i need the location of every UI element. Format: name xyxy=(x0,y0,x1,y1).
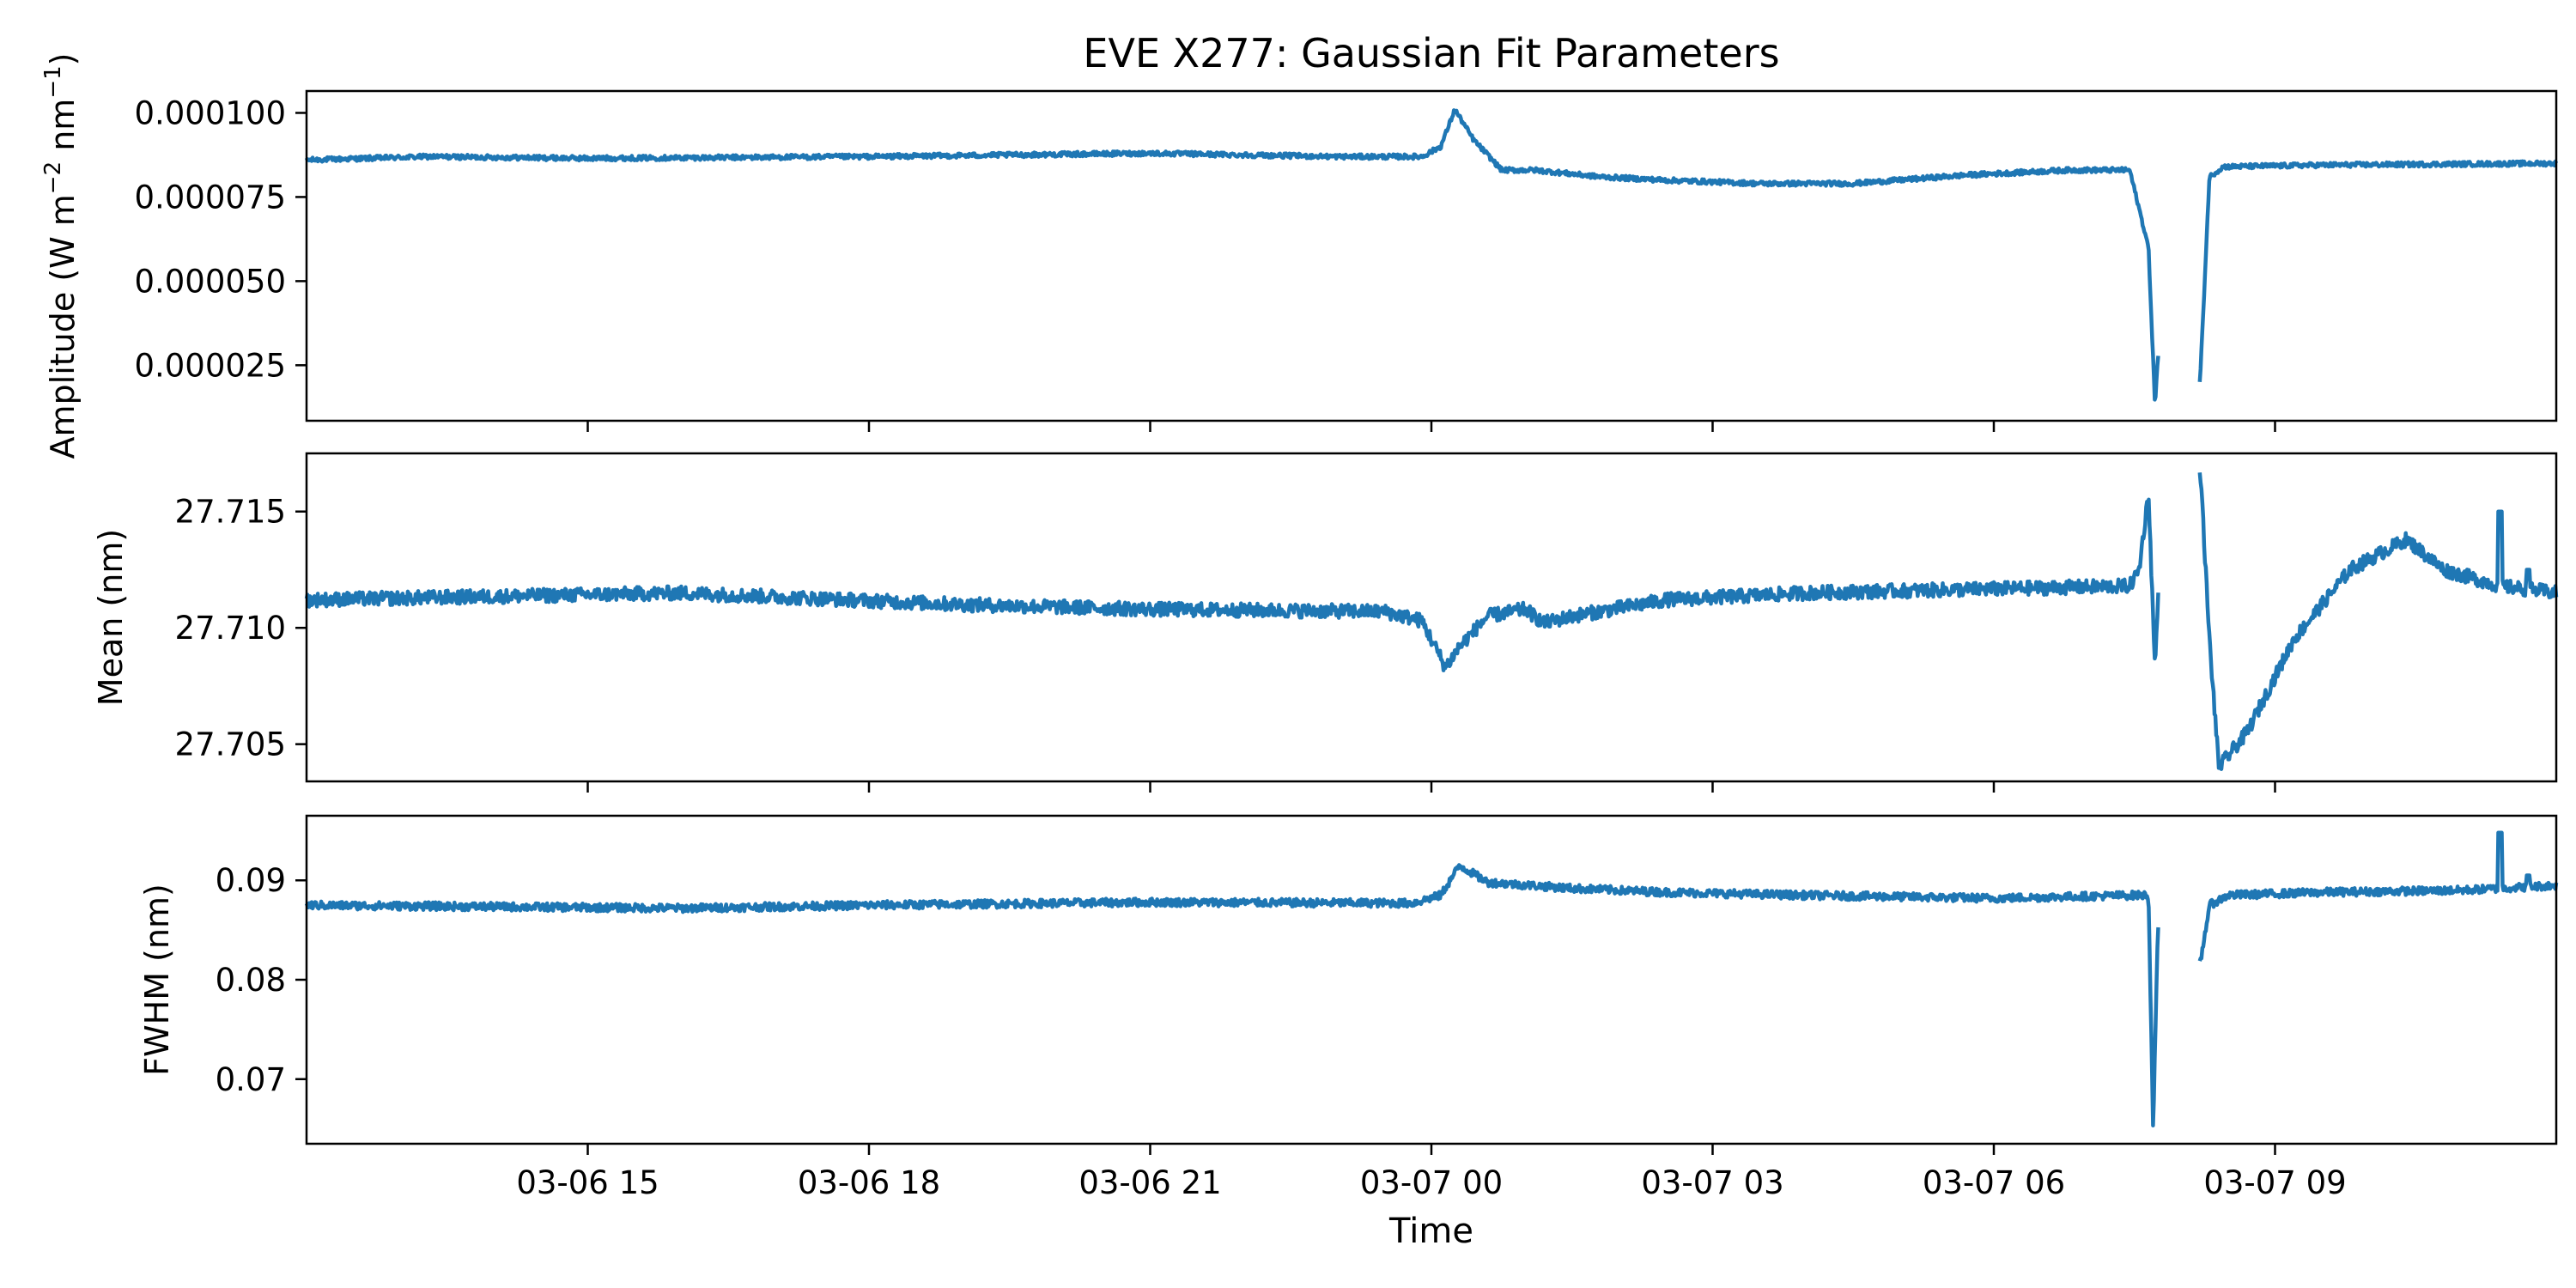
fwhm-series-line xyxy=(304,830,2559,1127)
fwhm-ylabel: FWHM (nm) xyxy=(138,884,176,1076)
amplitude-xticks xyxy=(586,421,2276,432)
amplitude-ytick-label: 0.000075 xyxy=(134,179,286,216)
amplitude-axes-frame xyxy=(305,89,2558,422)
amplitude-ytick-label: 0.000025 xyxy=(134,347,286,384)
panel-amplitude: 0.000025 0.000050 0.000075 0.000100 Amplitu… xyxy=(40,53,2559,459)
mean-yticks: 27.705 27.710 27.715 xyxy=(175,494,307,763)
mean-series-line xyxy=(304,472,2559,771)
xtick-label: 03-06 15 xyxy=(516,1164,659,1201)
amplitude-yticks: 0.000025 0.000050 0.000075 0.000100 xyxy=(134,94,307,384)
fwhm-ytick-label: 0.07 xyxy=(216,1061,286,1098)
amplitude-ytick-label: 0.000050 xyxy=(134,263,286,300)
xtick-label: 03-06 18 xyxy=(798,1164,940,1201)
x-axis-label: Time xyxy=(1388,1212,1473,1251)
mean-ylabel: Mean (nm) xyxy=(92,529,130,706)
panel-mean: 27.705 27.710 27.715 Mean (nm) xyxy=(92,452,2559,793)
xtick-label: 03-07 03 xyxy=(1641,1164,1783,1201)
amplitude-ytick-label: 0.000100 xyxy=(134,94,286,131)
xtick-label: 03-07 00 xyxy=(1360,1164,1503,1201)
fwhm-axes-frame xyxy=(305,814,2558,1145)
mean-ytick-label: 27.715 xyxy=(175,494,286,531)
fwhm-ytick-label: 0.09 xyxy=(216,862,286,899)
mean-axes-frame xyxy=(305,452,2558,783)
fwhm-yticks: 0.07 0.08 0.09 xyxy=(216,862,307,1098)
chart-title: EVE X277: Gaussian Fit Parameters xyxy=(1083,30,1779,76)
mean-ytick-label: 27.710 xyxy=(175,610,286,647)
mean-xticks xyxy=(586,781,2276,793)
panel-fwhm: 0.070.080.09 03-06 15 03-06 18 03-06 21 03-… xyxy=(138,814,2559,1201)
amplitude-ylabel: Amplitude (W m−2 nm−1) xyxy=(40,53,82,459)
mean-ytick-label: 27.705 xyxy=(175,726,286,763)
xtick-label: 03-07 06 xyxy=(1923,1164,2065,1201)
xtick-label: 03-06 21 xyxy=(1078,1164,1221,1201)
xtick-label: 03-07 09 xyxy=(2203,1164,2346,1201)
amplitude-series-line xyxy=(304,108,2559,402)
fwhm-xticks: 03-06 15 03-06 18 03-06 21 03-07 00 03-07 03… xyxy=(516,1144,2347,1201)
fwhm-ytick-label: 0.08 xyxy=(216,962,286,999)
